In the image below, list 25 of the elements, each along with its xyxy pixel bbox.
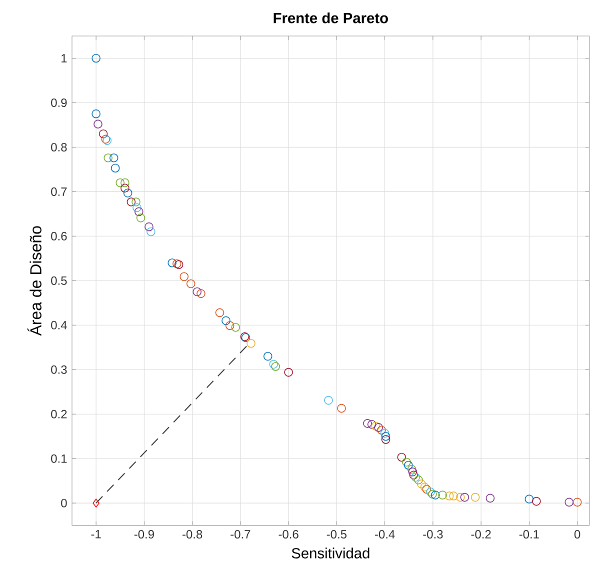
x-tick-label: -0.5 bbox=[326, 530, 347, 539]
x-tick-label: -1 bbox=[91, 530, 101, 538]
x-tick-label: -0.4 bbox=[375, 530, 395, 539]
y-tick-label: 0.7 bbox=[51, 187, 67, 196]
x-tick-label: -0.3 bbox=[423, 530, 443, 539]
y-axis-title: Área de Diseño bbox=[27, 226, 42, 336]
y-tick-label: 0.3 bbox=[51, 365, 67, 374]
x-tick-label: -0.9 bbox=[134, 530, 154, 539]
x-tick-label: -0.1 bbox=[519, 530, 539, 539]
y-tick-label: 0.2 bbox=[51, 410, 67, 418]
y-tick-label: 0.1 bbox=[51, 454, 67, 463]
x-tick-label: -0.8 bbox=[182, 530, 202, 539]
x-tick-label: -0.6 bbox=[278, 530, 298, 539]
y-tick-label: 0.4 bbox=[51, 320, 67, 330]
x-tick-label: -0.7 bbox=[230, 530, 250, 539]
y-tick-label: 0.6 bbox=[51, 232, 67, 240]
chart-title: Frente de Pareto bbox=[274, 12, 388, 24]
y-tick-label: 0.9 bbox=[51, 98, 67, 107]
x-tick-label: -0.2 bbox=[471, 530, 491, 539]
y-tick-label: 0.5 bbox=[51, 276, 67, 285]
y-tick-label: 0.8 bbox=[51, 142, 67, 152]
y-tick-label: 0 bbox=[61, 498, 67, 508]
y-tick-label: 1 bbox=[62, 54, 67, 62]
x-axis-title: Sensitividad bbox=[292, 548, 370, 558]
x-tick-label: 0 bbox=[574, 530, 580, 539]
